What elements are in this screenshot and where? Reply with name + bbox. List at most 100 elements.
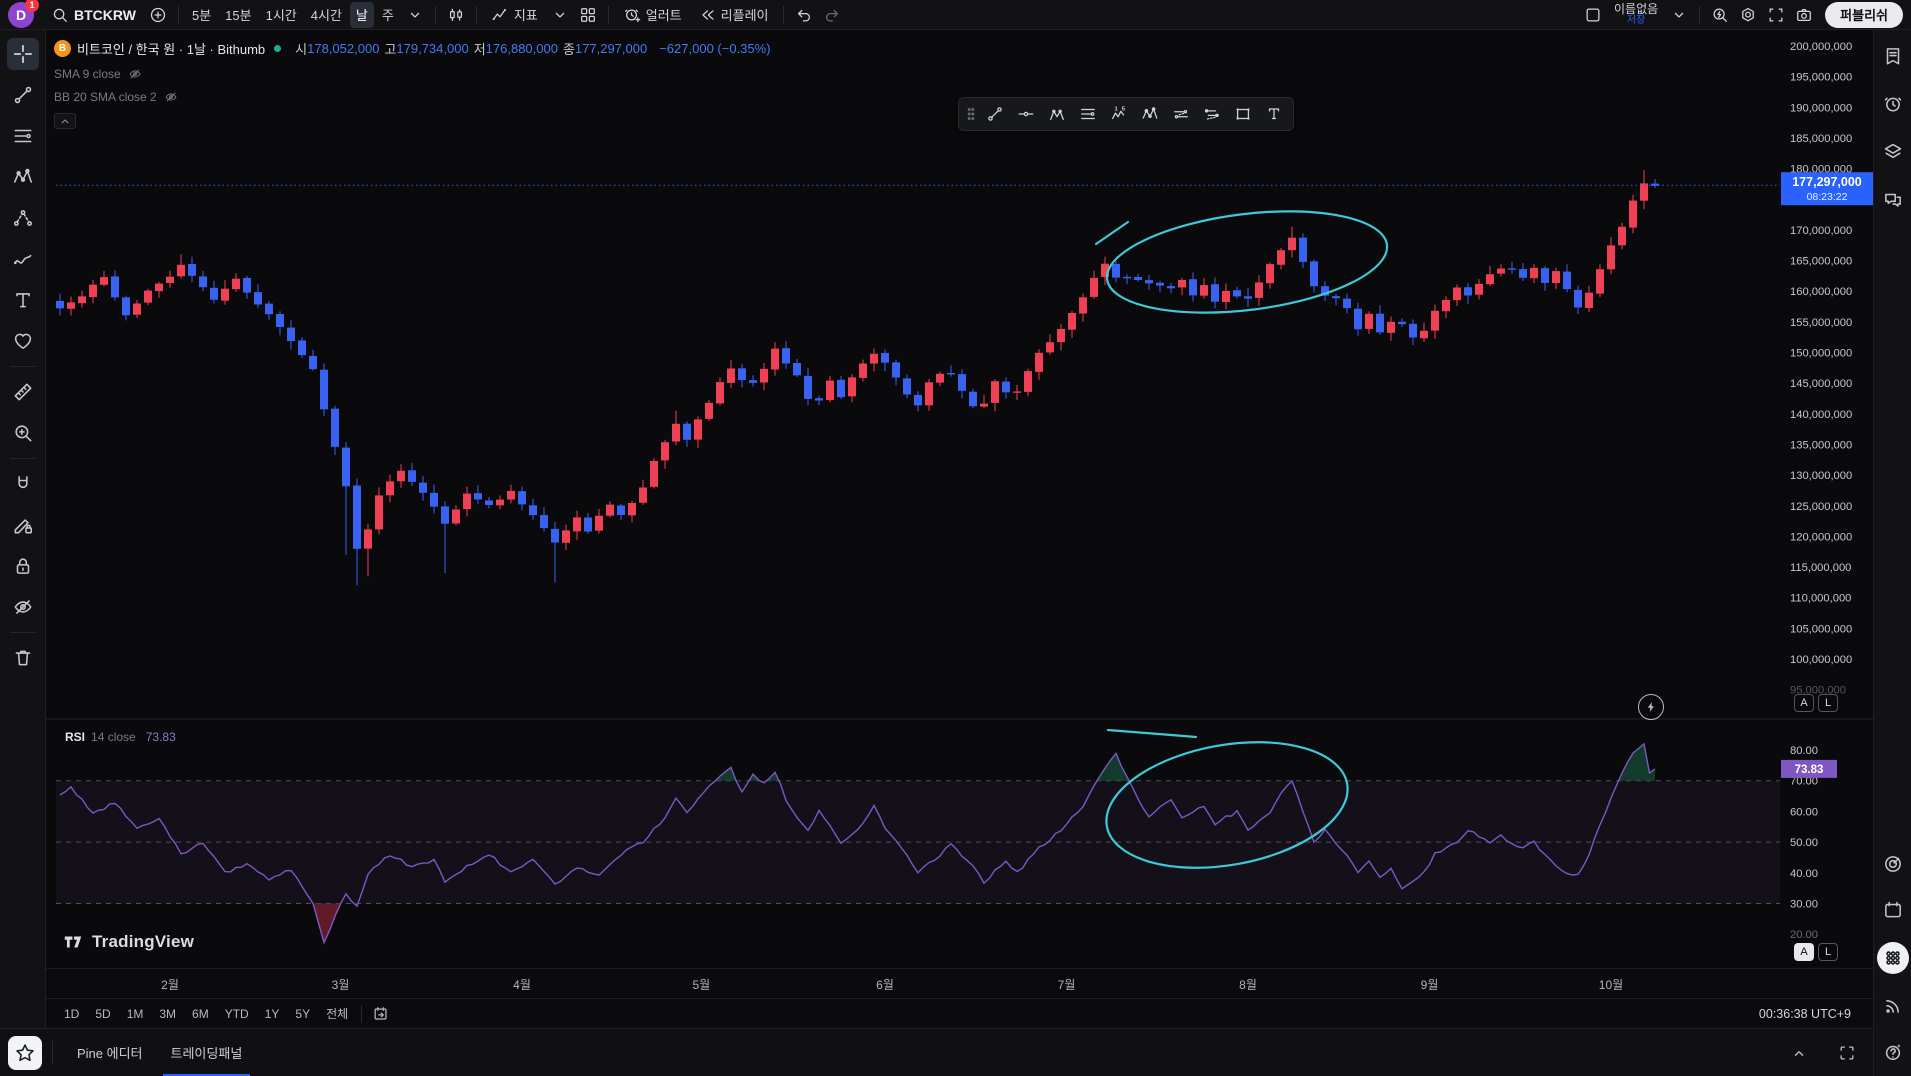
remove-all-drawings-button[interactable] [7,642,39,674]
compare-add-button[interactable] [145,2,171,28]
rsi-auto-scale-button[interactable]: A [1794,943,1814,961]
snapshot-button[interactable] [1791,2,1817,28]
projection-tool-button[interactable] [7,202,39,234]
rectangle-draw[interactable] [1228,100,1258,128]
tab-trading-panel[interactable]: 트레이딩패널 [157,1029,257,1076]
lock-all-drawings-button[interactable] [7,550,39,582]
range-5Y-button[interactable]: 5Y [287,1002,318,1026]
fib-retracement-tool-button[interactable] [7,120,39,152]
auto-scale-button[interactable]: A [1794,694,1814,712]
time-axis[interactable]: 2월 3월 4월 5월 6월 7월 8월 9월 10월 [46,968,1873,998]
streams-panel-button[interactable] [1879,992,1907,1020]
clock-utc[interactable]: 00:36:38 UTC+9 [1758,1006,1851,1021]
candle-bodies-down [56,183,1659,549]
watchlist-panel-button[interactable] [1879,42,1907,70]
chart-canvas[interactable]: 200,000,000195,000,000190,000,000185,000… [46,30,1873,968]
legend-main-row[interactable]: B 비트코인 / 한국 원 · 1날 · Bithumb 시 178,052,00… [54,38,771,58]
calendar-panel-button[interactable] [1879,896,1907,924]
timeframe-날[interactable]: 날 [349,1,374,28]
tradingview-logo[interactable]: TradingView [62,931,194,953]
favorites-star-button[interactable] [8,1035,42,1070]
panel-maximize-button[interactable] [1835,1041,1859,1065]
indicators-button[interactable]: 지표 [484,2,545,28]
apps-icon [1882,947,1904,969]
range-YTD-button[interactable]: YTD [217,1002,257,1026]
pitchfork-draw[interactable] [1042,100,1072,128]
redo-button[interactable] [819,2,845,28]
range-1D-button[interactable]: 1D [56,1002,87,1026]
boost-button[interactable] [1638,694,1664,720]
undo-button[interactable] [791,2,817,28]
svg-text:165,000,000: 165,000,000 [1790,256,1852,268]
zoom-in-tool-button[interactable] [7,417,39,449]
xabcd-pattern-draw[interactable] [1135,100,1165,128]
indicator-legend-bb[interactable]: BB 20 SMA close 2 [54,90,771,104]
fib-retracement-draw[interactable] [1073,100,1103,128]
pattern-tool-button[interactable] [7,161,39,193]
range-전체-button[interactable]: 전체 [318,1002,356,1026]
timeframe-15분[interactable]: 15분 [219,2,257,28]
text-draw[interactable] [1259,100,1289,128]
toolbar-drag-handle[interactable] [963,105,979,123]
brush-tool-button[interactable] [7,243,39,275]
help-button-button[interactable] [1879,1038,1907,1066]
candle-wicks-up [70,170,1645,577]
crosshair-tool-button[interactable] [6,38,39,70]
text-tool-button[interactable] [7,284,39,316]
save-layout-icon-button[interactable] [1580,2,1606,28]
indicator-legend-sma[interactable]: SMA 9 close [54,67,771,81]
rsi-legend[interactable]: RSI 14 close 73.83 [65,730,176,744]
alerts-panel-button[interactable] [1879,90,1907,118]
range-6M-button[interactable]: 6M [184,1002,217,1026]
quick-search-button[interactable] [1707,2,1733,28]
chevron-down-icon [406,6,424,24]
timeframe-주[interactable]: 주 [376,2,400,28]
timeframe-1시간[interactable]: 1시간 [260,2,303,28]
layout-menu-button[interactable] [1666,2,1692,28]
publish-button[interactable]: 퍼블리쉬 [1825,1,1903,28]
trend-line-draw[interactable] [980,100,1010,128]
range-5D-button[interactable]: 5D [87,1002,118,1026]
magnet-mode-button[interactable] [7,468,39,500]
legend-collapse-button[interactable] [54,113,76,129]
rsi-scale-buttons: A L [1794,943,1838,961]
chart-settings-button[interactable] [1735,2,1761,28]
screener-panel-button[interactable] [1879,850,1907,878]
rsi-log-scale-button[interactable]: L [1818,943,1838,961]
chat-panel-button[interactable] [1879,186,1907,214]
object-tree-panel-button[interactable] [1879,138,1907,166]
layout-name-button[interactable]: 이름없음 저장 [1608,3,1664,27]
parallel-channel-draw[interactable] [1166,100,1196,128]
trend-line-tool-button[interactable] [7,79,39,111]
horizontal-line-draw[interactable] [1011,100,1041,128]
timeframe-4시간[interactable]: 4시간 [305,2,348,28]
alert-button[interactable]: 얼러트 [616,2,689,28]
eye-off-icon[interactable] [164,90,178,104]
measure-tool-button[interactable] [7,376,39,408]
replay-button[interactable]: 리플레이 [691,2,776,28]
range-1M-button[interactable]: 1M [119,1002,152,1026]
disjoint-channel-draw[interactable] [1197,100,1227,128]
panel-expand-button[interactable] [1787,1041,1811,1065]
symbol-search-button[interactable]: BTCKRW [44,2,143,28]
range-1Y-button[interactable]: 1Y [257,1002,288,1026]
tab-pine-editor[interactable]: Pine 에디터 [77,1046,143,1061]
stay-in-drawing-mode-button[interactable] [7,509,39,541]
hide-all-drawings-button[interactable] [7,591,39,623]
eye-off-icon[interactable] [128,67,142,81]
notification-badge: 1 [25,0,39,12]
indicators-menu-button[interactable] [547,2,573,28]
timeframe-5분[interactable]: 5분 [186,2,217,28]
timeframe-menu-button[interactable] [402,2,428,28]
chart-style-button[interactable] [443,2,469,28]
multichart-layout-button[interactable] [575,2,601,28]
range-3M-button[interactable]: 3M [151,1002,184,1026]
goto-date-button[interactable] [367,1002,395,1026]
log-scale-button[interactable]: L [1818,694,1838,712]
fullscreen-button[interactable] [1763,2,1789,28]
month-label-5월: 5월 [692,978,711,992]
emoji-tool-button[interactable] [7,325,39,357]
apps-button-button[interactable] [1876,942,1909,974]
